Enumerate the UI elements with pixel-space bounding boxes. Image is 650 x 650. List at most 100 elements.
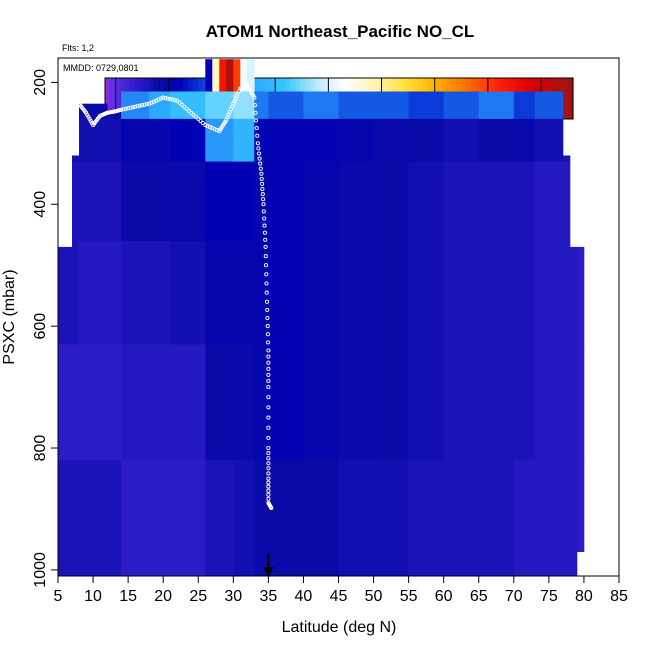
heatmap-cell: [121, 344, 150, 461]
track-point: [193, 114, 198, 119]
track-point: [266, 456, 271, 461]
track-point: [266, 348, 271, 353]
track-point: [266, 492, 271, 497]
y-axis: 200 400 600 800 1000: [32, 69, 58, 588]
heatmap-cell: [534, 118, 564, 162]
track-point: [263, 244, 268, 249]
heatmap-cell: [513, 240, 536, 345]
track-point: [264, 299, 270, 304]
track-point: [264, 272, 269, 277]
track-point: [168, 97, 173, 102]
heatmap-cell: [534, 91, 564, 120]
heatmap-cell: [513, 161, 536, 242]
x-tick-label: 60: [435, 588, 453, 605]
heatmap-cell: [268, 91, 304, 120]
heatmap-cell: [513, 118, 536, 162]
track-point: [257, 156, 262, 161]
heatmap-cell: [254, 161, 269, 242]
track-point: [252, 95, 257, 100]
heatmap-cell: [268, 118, 304, 162]
heatmap-cell: [79, 161, 108, 242]
track-point: [266, 372, 271, 377]
heatmap-cell: [121, 240, 150, 345]
heatmap-cell: [205, 59, 213, 92]
track-point: [128, 105, 133, 110]
track-point: [264, 281, 269, 286]
x-tick-label: 15: [119, 588, 137, 605]
track-point: [266, 496, 271, 501]
flights-label: Flts: 1,2: [62, 43, 94, 53]
heatmap-cell: [513, 344, 536, 461]
track-point: [266, 354, 271, 359]
x-tick-label: 75: [540, 588, 558, 605]
x-tick-label: 70: [505, 588, 523, 605]
track-point: [264, 290, 269, 295]
heatmap-cell: [149, 460, 171, 577]
track-point: [265, 307, 270, 312]
heatmap-cell: [72, 344, 80, 461]
track-point: [184, 106, 189, 111]
track-point: [260, 192, 265, 197]
track-point: [263, 263, 269, 268]
heatmap-cell: [443, 460, 480, 577]
track-point: [254, 126, 259, 131]
x-tick-label: 30: [224, 588, 242, 605]
heatmap-cell: [576, 344, 585, 461]
colorbar-segment: [109, 78, 116, 119]
heatmap-cell: [226, 59, 234, 92]
heatmap-cell: [562, 460, 571, 577]
track-point: [133, 104, 138, 109]
heatmap-cell: [303, 118, 339, 162]
x-tick-label: 80: [575, 588, 593, 605]
heatmap-cell: [443, 240, 480, 345]
heatmap-cell: [107, 240, 122, 345]
heatmap-cell: [443, 344, 480, 461]
heatmap-cell: [79, 460, 108, 577]
track-point: [262, 216, 267, 221]
track-point: [252, 103, 257, 108]
track-point: [266, 385, 271, 390]
heatmap-cell: [79, 344, 108, 461]
track-point: [121, 107, 126, 112]
heatmap-cell: [170, 460, 206, 577]
chart-title: ATOM1 Northeast_Pacific NO_CL: [206, 22, 475, 41]
heatmap-cell: [170, 344, 206, 461]
y-axis-label: PSXC (mbar): [1, 269, 18, 364]
heatmap-cell: [576, 460, 585, 552]
heatmap-cell: [72, 240, 80, 345]
heatmap-cell: [373, 240, 410, 345]
track-point: [266, 445, 271, 451]
track-point: [251, 93, 256, 98]
heatmap-cell: [79, 103, 108, 120]
x-tick-label: 20: [154, 588, 172, 605]
heatmap-cell: [107, 118, 122, 162]
heatmap-cell: [338, 91, 374, 120]
heatmap-cell: [303, 161, 339, 242]
x-tick-label: 45: [330, 588, 348, 605]
heatmap-cell: [569, 246, 578, 345]
heatmap-cell: [170, 91, 206, 120]
heatmap-cell: [478, 344, 515, 461]
track-point: [163, 96, 168, 101]
heatmap-cell: [303, 460, 339, 577]
heatmap-cell: [72, 460, 80, 577]
heatmap-cell: [408, 91, 445, 120]
heatmap-cell: [408, 344, 445, 461]
heatmap-cell: [268, 161, 304, 242]
heatmap-cell: [170, 240, 206, 345]
track-point: [261, 209, 266, 214]
track-point: [259, 176, 264, 181]
track-point: [266, 461, 271, 466]
heatmap-cell: [408, 240, 445, 345]
heatmap-cell: [254, 118, 269, 162]
track-point: [266, 471, 271, 476]
heatmap-cell: [478, 161, 515, 242]
heatmap-cell: [79, 118, 108, 162]
x-tick-label: 40: [295, 588, 313, 605]
heatmap-cell: [513, 460, 536, 577]
heatmap-cell: [268, 344, 304, 461]
heatmap-cell: [338, 240, 374, 345]
track-point: [255, 133, 260, 138]
heatmap-cell: [219, 59, 227, 92]
heatmap-cell: [303, 91, 339, 120]
